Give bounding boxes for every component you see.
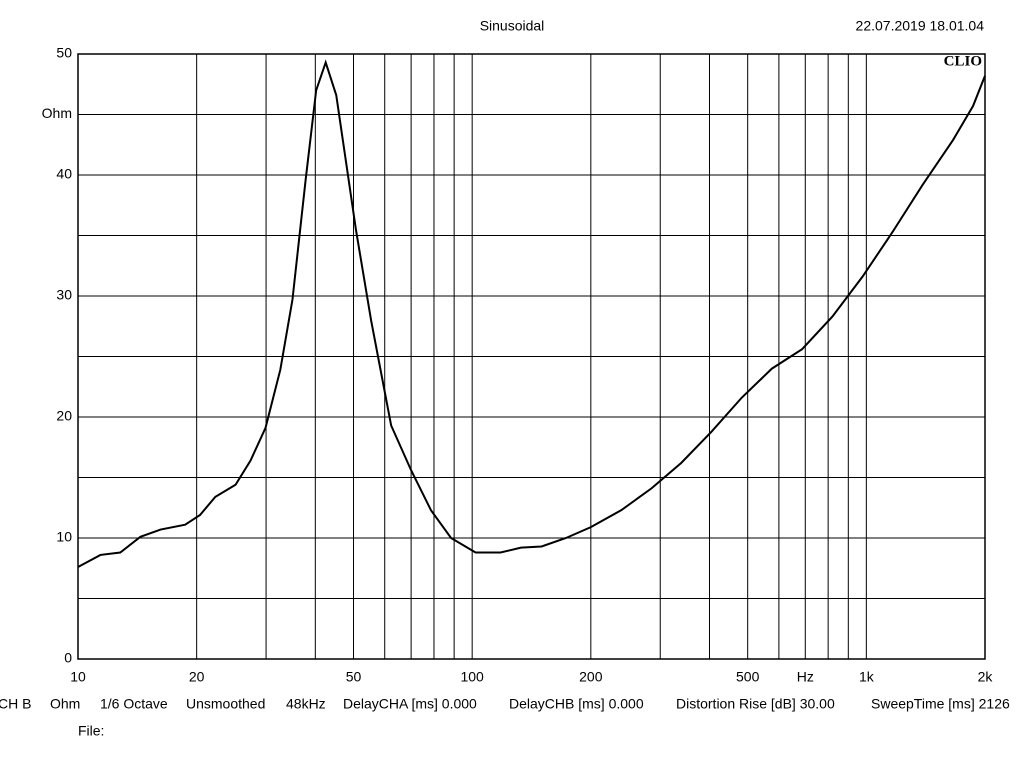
footer-item: Ohm: [50, 696, 80, 712]
footer-item: Unsmoothed: [186, 696, 265, 712]
y-tick-label: 50: [56, 45, 72, 61]
impedance-curve: [77, 59, 986, 568]
chart-title: Sinusoidal: [480, 18, 545, 34]
y-tick-label: 20: [56, 408, 72, 424]
x-tick-label: 200: [579, 669, 603, 685]
plot-frame: [77, 53, 986, 660]
x-tick-label: 500: [736, 669, 760, 685]
y-tick-label: 30: [56, 287, 72, 303]
footer-item: 1/6 Octave: [100, 696, 168, 712]
footer-item: Distortion Rise [dB] 30.00: [676, 696, 835, 712]
x-tick-label: 100: [460, 669, 484, 685]
x-tick-label: 20: [189, 669, 205, 685]
y-tick-label: Ohm: [42, 105, 72, 121]
x-tick-label: 2k: [978, 669, 994, 685]
y-tick-label: 10: [56, 529, 72, 545]
footer-item: DelayCHA [ms] 0.000: [343, 696, 477, 712]
x-tick-label: 1k: [859, 669, 875, 685]
footer-item: CH B: [0, 696, 31, 712]
x-tick-label: 50: [346, 669, 362, 685]
x-tick-label: 10: [70, 669, 86, 685]
y-tick-label: 0: [64, 650, 72, 666]
timestamp: 22.07.2019 18.01.04: [856, 18, 985, 34]
x-tick-label: Hz: [797, 669, 814, 685]
footer-item: DelayCHB [ms] 0.000: [509, 696, 644, 712]
file-label: File:: [78, 723, 104, 739]
footer-item: SweepTime [ms] 2126: [871, 696, 1010, 712]
y-tick-label: 40: [56, 166, 72, 182]
brand: CLIO: [944, 53, 982, 69]
footer-item: 48kHz: [286, 696, 326, 712]
